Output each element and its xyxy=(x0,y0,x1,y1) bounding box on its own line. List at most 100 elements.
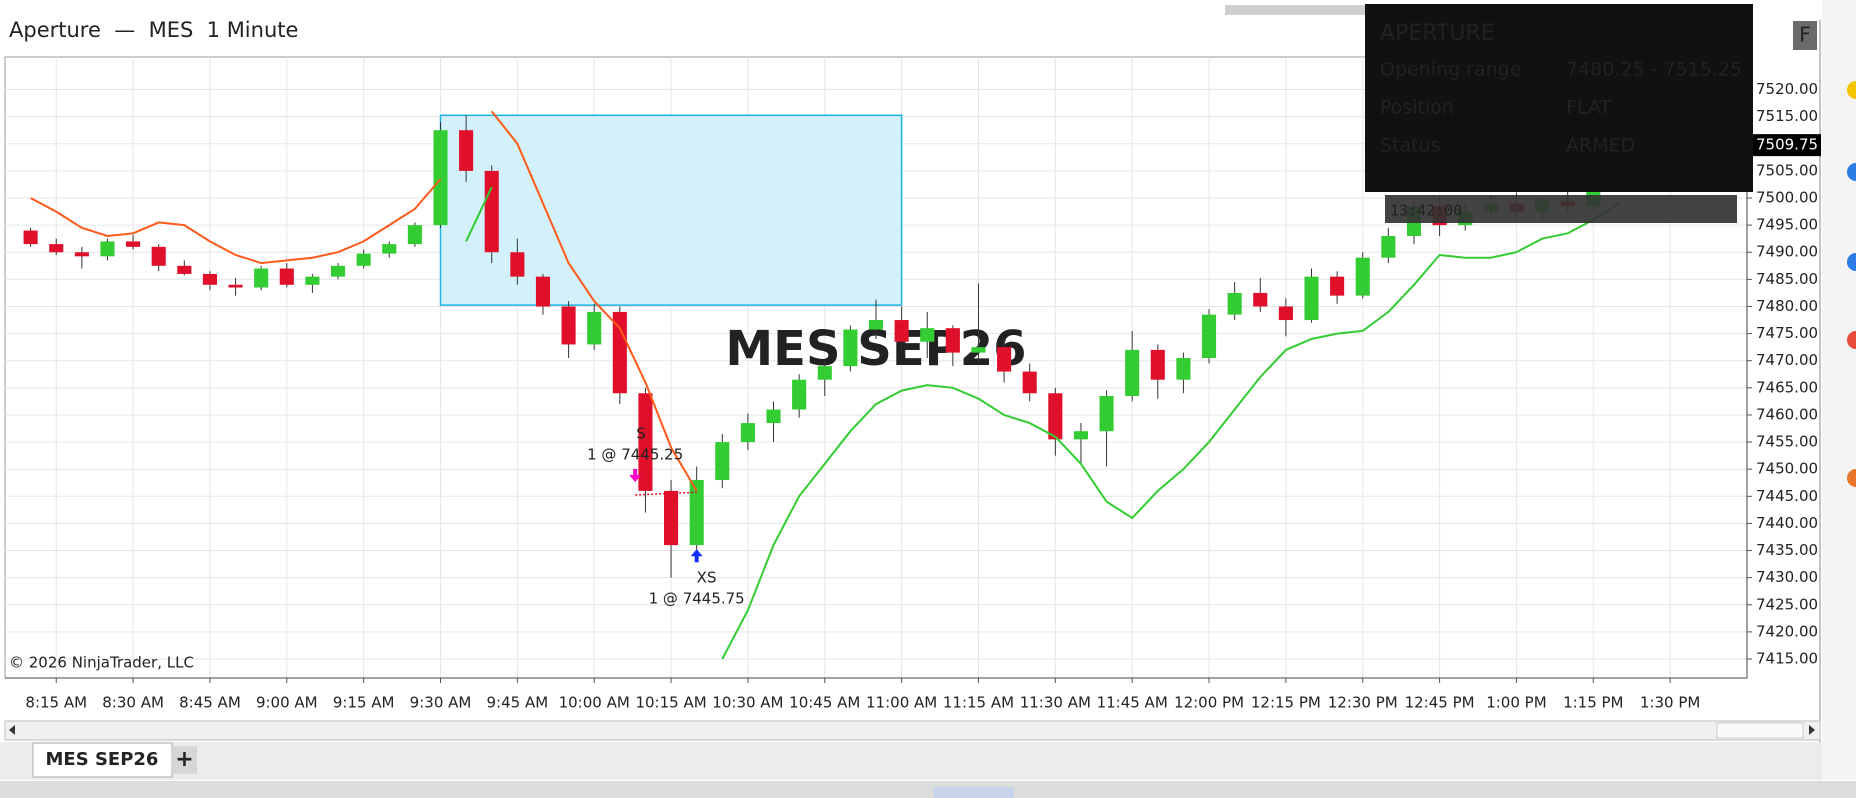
panel-row-value: 7480.25 - 7515.25 xyxy=(1566,59,1742,81)
candle-body xyxy=(151,246,166,266)
candle-body xyxy=(766,409,781,424)
x-tick-label: 9:30 AM xyxy=(410,694,472,712)
x-tick-label: 10:00 AM xyxy=(559,694,630,712)
x-tick-label: 8:30 AM xyxy=(102,694,164,712)
candle-body xyxy=(23,230,38,245)
candle-body xyxy=(612,311,627,394)
x-tick-label: 10:15 AM xyxy=(635,694,706,712)
last-price-label: 7509.75 xyxy=(1756,136,1818,154)
x-tick-label: 11:30 AM xyxy=(1020,694,1091,712)
candle-body xyxy=(74,252,89,257)
x-tick-label: 11:00 AM xyxy=(866,694,937,712)
candle-body xyxy=(1048,393,1063,440)
x-tick-label: 12:00 PM xyxy=(1174,694,1244,712)
candle-body xyxy=(535,276,551,307)
panel-row-label: Opening range xyxy=(1380,59,1521,81)
candle-body xyxy=(100,241,115,257)
candle-body xyxy=(1330,276,1345,296)
y-tick-label: 7435.00 xyxy=(1756,541,1818,559)
candle-body xyxy=(587,311,602,345)
x-tick-label: 8:45 AM xyxy=(179,694,241,712)
last-price-box xyxy=(1749,134,1821,157)
panel-row-label: Status xyxy=(1380,135,1441,157)
candle-body xyxy=(1355,257,1370,296)
y-tick-label: 7500.00 xyxy=(1756,189,1818,207)
x-tick-label: 1:30 PM xyxy=(1640,694,1700,712)
tab-bar xyxy=(0,742,1822,780)
scrollbar[interactable] xyxy=(4,720,1821,741)
x-tick-label: 9:00 AM xyxy=(256,694,318,712)
candle-body xyxy=(49,244,64,253)
y-tick-label: 7455.00 xyxy=(1756,433,1818,451)
x-tick-label: 11:45 AM xyxy=(1097,694,1168,712)
x-tick-label: 8:15 AM xyxy=(25,694,87,712)
side-icon xyxy=(1847,81,1856,99)
candle-body xyxy=(638,393,653,491)
trade-arrow xyxy=(690,549,703,563)
scroll-left[interactable] xyxy=(9,725,15,735)
candle-body xyxy=(254,268,269,288)
add-tab-button[interactable] xyxy=(172,746,197,774)
candle-body xyxy=(126,241,141,247)
panel-row-value: FLAT xyxy=(1566,97,1611,119)
y-tick-label: 7520.00 xyxy=(1756,80,1818,98)
y-tick-label: 7515.00 xyxy=(1756,107,1818,125)
trade-signal: XS xyxy=(697,569,717,587)
candle-body xyxy=(510,252,525,277)
x-tick-label: 9:45 AM xyxy=(487,694,549,712)
candle-body xyxy=(997,347,1012,372)
panel-button-label[interactable]: F xyxy=(1799,23,1811,47)
y-tick-label: 7495.00 xyxy=(1756,216,1818,234)
y-tick-label: 7425.00 xyxy=(1756,595,1818,613)
y-tick-label: 7415.00 xyxy=(1756,650,1818,668)
panel-row-value: ARMED xyxy=(1566,135,1635,157)
tab[interactable] xyxy=(32,742,173,778)
panel-button[interactable] xyxy=(1793,21,1817,50)
candle-body xyxy=(1176,358,1191,380)
side-icon xyxy=(1847,253,1856,271)
candle-body xyxy=(305,276,320,285)
candle-body xyxy=(1150,349,1165,380)
side-strip xyxy=(1822,0,1856,780)
candle-body xyxy=(1022,371,1037,394)
candle-body xyxy=(1201,314,1217,359)
candle-body xyxy=(1227,292,1242,315)
x-tick-label: 9:15 AM xyxy=(333,694,395,712)
candle-body xyxy=(1253,292,1268,307)
trade-label: 1 @ 7445.25 xyxy=(587,445,683,463)
trade-arrow xyxy=(629,468,642,482)
candle-body xyxy=(1099,395,1114,432)
candle-body xyxy=(484,170,499,253)
strategy-panel: APERTURE F Opening range 7480.25 - 7515.… xyxy=(1365,4,1817,192)
side-icon xyxy=(1847,469,1856,487)
candle-body xyxy=(407,225,422,245)
candle-body xyxy=(356,253,371,266)
x-tick-label: 12:30 PM xyxy=(1328,694,1398,712)
candle-body xyxy=(459,130,474,171)
status-segment xyxy=(934,787,1014,798)
scroll-thumb[interactable] xyxy=(1716,722,1804,739)
x-tick-label: 1:00 PM xyxy=(1486,694,1546,712)
x-tick-label: 12:45 PM xyxy=(1405,694,1475,712)
trade-signal: S xyxy=(636,424,646,442)
y-tick-label: 7460.00 xyxy=(1756,405,1818,423)
candle-body xyxy=(1381,235,1396,258)
candle-body xyxy=(945,328,960,353)
scroll-right[interactable] xyxy=(1809,725,1815,735)
candle-body xyxy=(740,423,755,443)
y-tick-label: 7430.00 xyxy=(1756,568,1818,586)
add-tab-label[interactable]: + xyxy=(175,747,193,772)
y-tick-label: 7445.00 xyxy=(1756,487,1818,505)
opening-range-box xyxy=(439,114,903,306)
candle-body xyxy=(920,328,935,342)
y-tick-label: 7440.00 xyxy=(1756,514,1818,532)
candle-body xyxy=(1278,306,1293,321)
y-tick-label: 7490.00 xyxy=(1756,243,1818,261)
candle-body xyxy=(279,268,294,285)
copyright: © 2026 NinjaTrader, LLC xyxy=(9,654,194,672)
candle-body xyxy=(894,320,909,342)
panel-title: APERTURE xyxy=(1380,21,1495,46)
candle-body xyxy=(689,480,704,546)
tab-label[interactable]: MES SEP26 xyxy=(46,749,159,770)
